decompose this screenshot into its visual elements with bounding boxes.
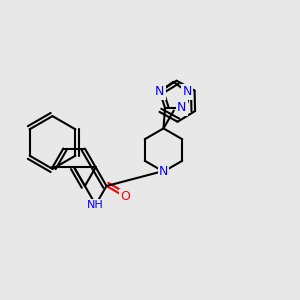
- Text: N: N: [182, 85, 192, 98]
- Text: NH: NH: [87, 200, 104, 210]
- Text: N: N: [177, 101, 187, 114]
- Text: N: N: [159, 165, 168, 178]
- Text: O: O: [120, 190, 130, 203]
- Text: N: N: [155, 85, 164, 98]
